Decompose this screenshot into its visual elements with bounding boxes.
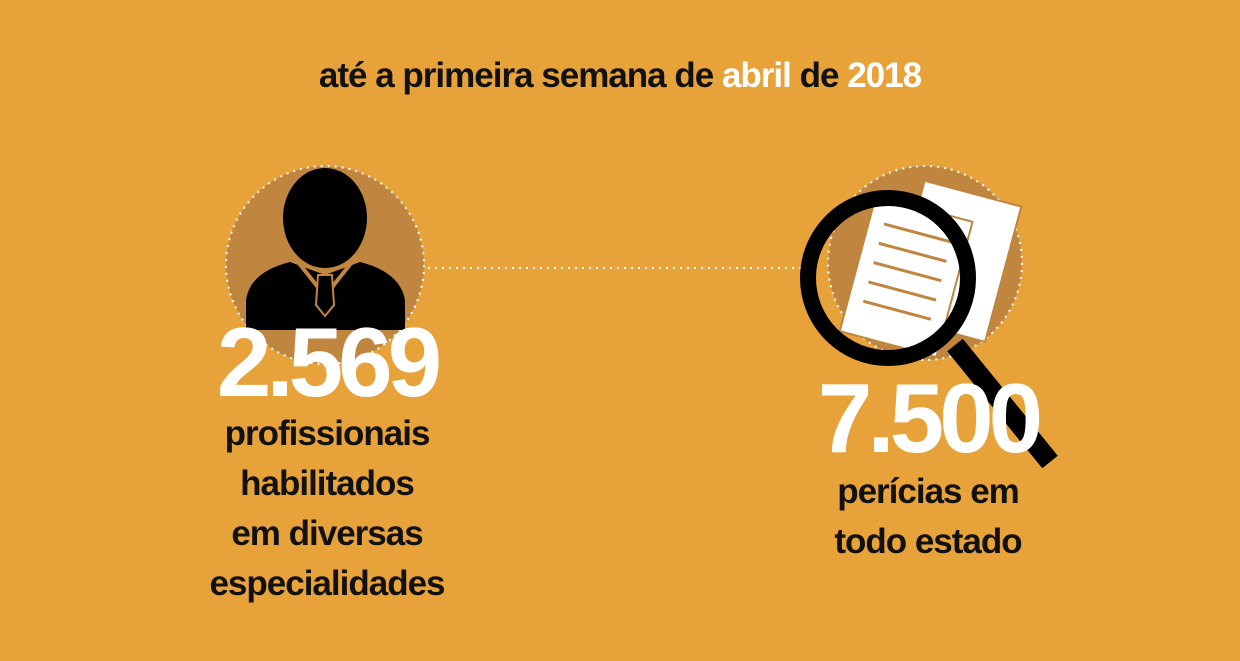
stat-number: 2.569 — [217, 307, 439, 417]
stat-number: 7.500 — [818, 363, 1040, 473]
title-part: até a primeira semana de — [319, 56, 714, 95]
magnifier-icon — [800, 179, 1058, 469]
description-line: habilitados — [240, 464, 414, 503]
person-icon — [246, 168, 405, 330]
title-highlight: abril — [722, 56, 791, 95]
description-line: em diversas — [231, 514, 423, 553]
description-line: especialidades — [209, 564, 445, 603]
stat-description: profissionais habilitados em diversas espec… — [209, 414, 446, 603]
description-line: perícias em — [837, 472, 1019, 511]
title-highlight: 2018 — [847, 56, 921, 95]
description-line: todo estado — [834, 522, 1022, 561]
title: até a primeira semana de abril de 2018 — [319, 56, 922, 95]
description-line: profissionais — [225, 414, 430, 453]
stat-description: perícias em todo estado — [834, 472, 1023, 561]
title-part: de — [800, 56, 839, 95]
